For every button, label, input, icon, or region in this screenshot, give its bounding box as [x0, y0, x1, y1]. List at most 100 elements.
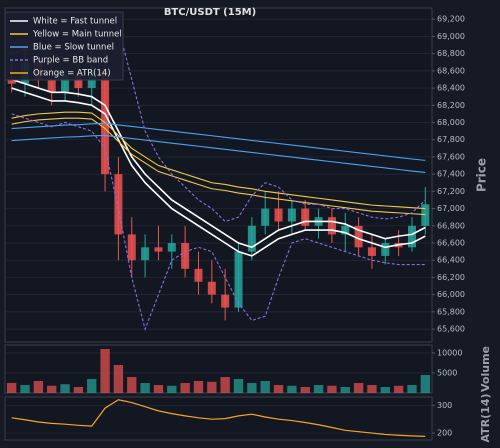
volume-bar — [420, 375, 430, 393]
candle-body — [327, 217, 336, 235]
candle-body — [421, 204, 430, 226]
y-tick-label: 66,800 — [437, 221, 465, 230]
volume-bar — [193, 381, 204, 393]
y-tick-label: 68,600 — [437, 66, 465, 75]
volume-bar — [207, 381, 217, 393]
band-upper — [11, 78, 426, 249]
volume-bar — [113, 365, 124, 393]
y-tick-label: 66,400 — [437, 256, 465, 265]
volume-bar — [327, 385, 337, 393]
candle-body — [274, 208, 283, 222]
y-tick-label: 68,200 — [437, 101, 465, 110]
y-tick-label: 65,600 — [437, 325, 465, 334]
candle-body — [287, 208, 296, 222]
candle-body — [194, 268, 203, 282]
y-axis-label: Price — [475, 158, 489, 192]
y-tick-label: 67,800 — [437, 135, 465, 144]
y-tick-label: 68,000 — [437, 118, 465, 127]
candle-body — [234, 251, 243, 308]
candle-body — [7, 79, 16, 84]
volume-bar — [247, 383, 257, 393]
atr-line — [11, 399, 426, 437]
volume-bar — [167, 385, 177, 393]
volume-bar — [260, 381, 270, 393]
legend-label: Purple = BB band — [33, 56, 108, 66]
candle-body — [181, 243, 190, 269]
volume-bar — [140, 383, 150, 393]
volume-bar — [127, 377, 137, 393]
candle-body — [354, 225, 363, 248]
volume-bar — [73, 387, 84, 393]
volume-bar — [47, 385, 57, 393]
y-tick-label: 65,800 — [437, 307, 465, 316]
y-tick-label: 5000 — [437, 369, 457, 378]
candle-body — [61, 75, 70, 93]
volume-bar — [233, 379, 244, 393]
legend-label: Yellow = Main tunnel — [32, 30, 122, 40]
volume-bar — [393, 385, 404, 393]
y-tick-label: 66,600 — [437, 239, 465, 248]
y-tick-label: 10000 — [437, 349, 462, 358]
chart-title: BTC/USDT (15M) — [164, 7, 256, 18]
y-tick-label: 67,200 — [437, 187, 465, 196]
y-tick-label: 68,800 — [437, 49, 465, 58]
volume-bar — [180, 383, 190, 393]
legend-label: Blue = Slow tunnel — [33, 43, 114, 53]
volume-bar — [367, 385, 377, 393]
candle-body — [141, 247, 150, 261]
volume-bar — [287, 385, 297, 393]
band-upper — [11, 111, 426, 210]
volume-bar — [153, 385, 164, 393]
y-tick-label: 69,000 — [437, 32, 465, 41]
candle-body — [167, 243, 176, 252]
band-upper — [11, 122, 426, 161]
volume-bar — [353, 383, 364, 393]
y-tick-label: 67,600 — [437, 152, 465, 161]
y-tick-label: 67,000 — [437, 204, 465, 213]
candle-body — [114, 174, 123, 235]
candle-body — [367, 247, 376, 256]
y-tick-label: 66,200 — [437, 273, 465, 282]
y-tick-label: 66,000 — [437, 290, 465, 299]
candle-body — [301, 208, 310, 226]
legend-label: Orange = ATR(14) — [33, 69, 111, 79]
volume-bar — [380, 387, 390, 393]
y-tick-label: 200 — [437, 429, 452, 438]
candle-body — [207, 281, 216, 295]
volume-bar — [33, 381, 44, 393]
candle-body — [407, 225, 416, 248]
candle-body — [47, 79, 56, 93]
y-tick-label: 69,200 — [437, 15, 465, 24]
y-tick-label: 68,400 — [437, 84, 465, 93]
legend-box — [4, 11, 124, 81]
volume-bar — [407, 385, 417, 393]
volume-bar — [87, 379, 97, 393]
volume-bar — [20, 385, 30, 393]
band-lower — [11, 134, 426, 173]
candle-body — [74, 75, 83, 89]
volume-bar — [300, 387, 310, 393]
candle-body — [381, 243, 390, 256]
grid: 65,600 65,800 66,000 66,200 66,400 66,600 66,8… — [5, 15, 465, 438]
band-lower — [11, 117, 426, 216]
candle-body — [341, 225, 350, 235]
volume-bar — [273, 385, 284, 393]
atr-axis-label: ATR(14) — [479, 394, 492, 443]
volume-axis-label: Volume — [479, 346, 492, 392]
y-tick-label: 67,400 — [437, 170, 465, 179]
candle-body — [247, 225, 256, 252]
volume-bar — [60, 384, 70, 393]
volume-bar — [100, 349, 110, 393]
volume-bar — [313, 385, 324, 393]
band-lower — [11, 87, 426, 257]
legend-label: White = Fast tunnel — [33, 17, 117, 27]
band-lower — [11, 113, 426, 331]
candle-body — [127, 234, 136, 261]
candle-body — [261, 208, 270, 226]
y-tick-label: 300 — [437, 401, 452, 410]
volume-bar — [220, 377, 230, 393]
volume-bar — [340, 387, 350, 393]
volume-bar — [7, 383, 17, 393]
